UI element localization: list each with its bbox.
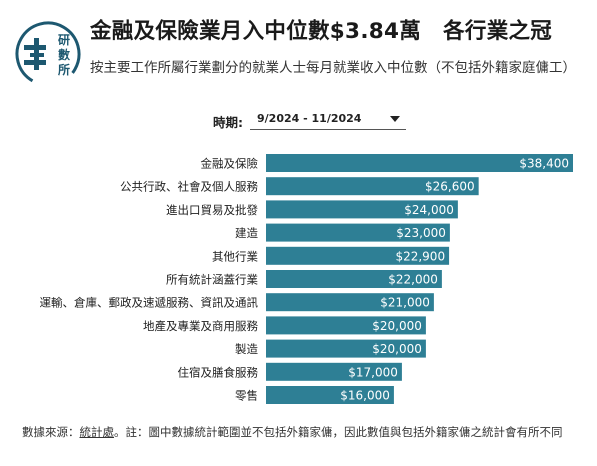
logo-char-2: 數 — [58, 47, 70, 62]
bar[interactable] — [266, 246, 450, 265]
bar[interactable] — [266, 270, 442, 288]
source-note: 數據來源：統計處。註：圖中數據統計範圍並不包括外籍家傭，因此數值與包括外籍家傭之… — [22, 424, 592, 440]
value-label: $26,600 — [425, 180, 475, 194]
value-label: $38,400 — [519, 157, 569, 171]
value-label: $17,000 — [348, 365, 398, 379]
category-label: 公共行政、社會及個人服務 — [120, 180, 258, 194]
value-label: $22,900 — [395, 249, 445, 263]
category-label: 所有統計涵蓋行業 — [166, 273, 258, 287]
page-title: 金融及保險業月入中位數$3.84萬 各行業之冠 — [90, 14, 590, 45]
category-label: 金融及保險 — [201, 157, 259, 171]
category-label: 製造 — [235, 342, 258, 356]
category-label: 運輸、倉庫、郵政及速遞服務、資訊及通訊 — [40, 296, 259, 310]
value-label: $22,000 — [388, 273, 438, 287]
bar[interactable] — [266, 223, 450, 242]
title-tag: 各行業之冠 — [443, 19, 553, 44]
category-label: 零售 — [235, 389, 258, 403]
bar[interactable] — [266, 362, 402, 381]
period-dropdown[interactable]: 9/2024 - 11/2024 — [250, 108, 406, 130]
source-label: 數據來源： — [22, 425, 80, 439]
category-label: 地產及專業及商用服務 — [143, 319, 258, 333]
footnote: 。註：圖中數據統計範圍並不包括外籍家傭，因此數值與包括外籍家傭之統計會有所不同 — [114, 425, 563, 439]
bar[interactable] — [266, 154, 573, 172]
category-label: 建造 — [235, 226, 258, 240]
period-label: 時期: — [213, 115, 243, 130]
value-label: $20,000 — [372, 319, 422, 333]
category-label: 其他行業 — [212, 249, 258, 263]
bar[interactable] — [266, 293, 434, 312]
bar[interactable] — [266, 316, 426, 335]
source-link[interactable]: 統計處 — [79, 425, 115, 439]
bar[interactable] — [266, 200, 458, 219]
bar[interactable] — [266, 177, 479, 196]
title-main: 金融及保險業月入中位數$3.84萬 — [90, 19, 422, 44]
bar[interactable] — [266, 386, 394, 404]
value-label: $20,000 — [372, 342, 422, 356]
chevron-down-icon[interactable] — [390, 116, 400, 122]
period-value: 9/2024 - 11/2024 — [257, 112, 362, 125]
chart-subtitle: 按主要工作所屬行業劃分的就業人士每月就業收入中位數（不包括外籍家庭傭工） — [90, 60, 576, 76]
logo: 研 數 所 — [15, 21, 81, 87]
bar[interactable] — [266, 339, 426, 358]
logo-char-3: 所 — [58, 62, 70, 77]
value-label: $23,000 — [396, 226, 446, 240]
category-label: 住宿及膳食服務 — [178, 365, 259, 379]
category-label: 進出口貿易及批發 — [166, 203, 258, 217]
value-label: $16,000 — [340, 389, 390, 403]
logo-char-1: 研 — [58, 33, 70, 47]
bar-chart: 金融及保險 $38,400 公共行政、社會及個人服務 $26,600 進出口貿易及批發 $… — [40, 154, 573, 404]
value-label: $21,000 — [380, 296, 430, 310]
value-label: $24,000 — [404, 203, 454, 217]
